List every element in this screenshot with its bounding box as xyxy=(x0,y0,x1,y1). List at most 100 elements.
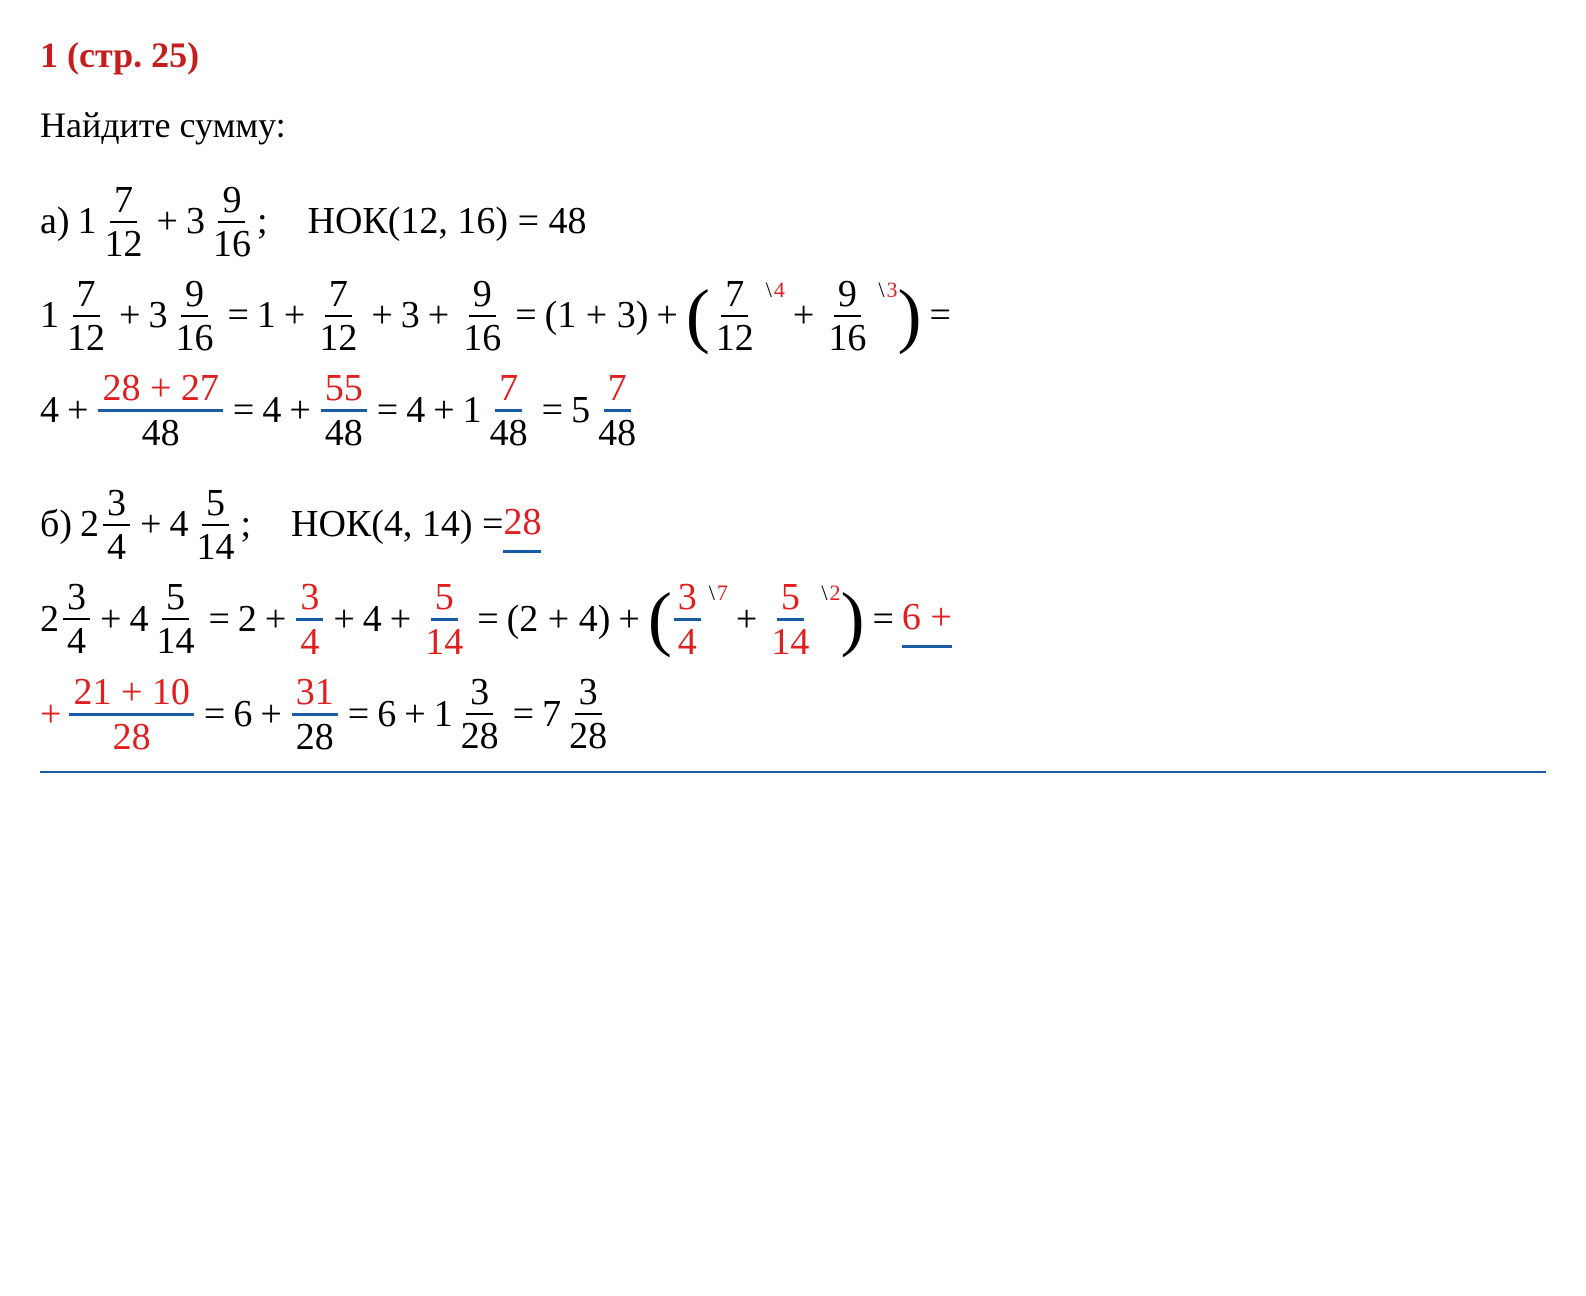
numerator: 3 xyxy=(466,673,493,715)
mixed-number: 3 9 16 xyxy=(186,181,257,263)
equals-op: = xyxy=(348,688,369,741)
numerator: 3 xyxy=(63,578,90,620)
part-a-line1: а) 1 7 12 + 3 9 16 ; НОК(12, 16) = 48 xyxy=(40,181,1546,263)
fraction: 5 14 xyxy=(767,578,813,661)
mixed-number: 1 7 48 xyxy=(463,369,534,452)
fraction: 7 12 xyxy=(315,275,361,357)
part-b-step1: 2 3 4 + 4 5 14 = 2 + 3 4 + 4 + 5 14 = (2… xyxy=(40,578,1546,661)
whole-part: 2 xyxy=(40,593,59,646)
plus-op: + xyxy=(433,384,454,437)
mixed-number: 2 3 4 xyxy=(80,484,132,566)
part-a-step2: 4 + 28 + 27 48 = 4 + 55 48 = 4 + 1 7 48 … xyxy=(40,369,1546,452)
plus-op: + xyxy=(284,289,305,342)
fraction: 21 + 10 28 xyxy=(69,673,193,756)
fraction: 31 28 xyxy=(292,673,338,756)
whole-part: 4 xyxy=(406,384,425,437)
plus-op: + xyxy=(140,498,161,551)
whole-part: 3 xyxy=(186,195,205,248)
whole-part: 6 xyxy=(233,688,252,741)
fraction: 5 14 xyxy=(192,484,238,566)
whole-part: 1 xyxy=(78,195,97,248)
numerator: 9 xyxy=(218,181,245,223)
whole-part: 5 xyxy=(571,384,590,437)
denominator: 48 xyxy=(594,412,640,452)
whole-part: 3 xyxy=(148,289,167,342)
tail-expr: 6 + xyxy=(902,591,952,648)
plus-op: + xyxy=(428,289,449,342)
lcm-text: НОК(12, 16) = 48 xyxy=(308,195,587,248)
fraction: 3 4 xyxy=(674,578,701,661)
denominator: 14 xyxy=(152,620,198,660)
numerator: 28 + 27 xyxy=(98,369,222,412)
numerator: 7 xyxy=(73,275,100,317)
semicolon: ; xyxy=(240,498,251,551)
fraction: 55 48 xyxy=(321,369,367,452)
denominator: 14 xyxy=(767,621,813,661)
denominator: 16 xyxy=(824,317,870,357)
mixed-number: 7 3 28 xyxy=(542,673,613,755)
denominator: 4 xyxy=(674,621,701,661)
whole-part: 1 xyxy=(463,384,482,437)
fraction: 7 48 xyxy=(594,369,640,452)
multiplier-sup: 7 xyxy=(717,578,728,609)
denominator: 12 xyxy=(712,317,758,357)
numerator: 3 xyxy=(296,578,323,621)
mixed-number: 3 9 16 xyxy=(148,275,219,357)
mixed-number: 1 3 28 xyxy=(434,673,505,755)
numerator: 55 xyxy=(321,369,367,412)
fraction: 3 28 xyxy=(457,673,503,755)
whole-part: 7 xyxy=(542,688,561,741)
instruction-text: Найдите сумму: xyxy=(40,100,1546,150)
numerator: 7 xyxy=(110,181,137,223)
equals-op: = xyxy=(872,593,893,646)
fraction: 7 48 xyxy=(486,369,532,452)
numerator: 21 + 10 xyxy=(69,673,193,716)
whole-part: 1 xyxy=(40,289,59,342)
whole-part: 4 xyxy=(363,593,382,646)
numerator: 5 xyxy=(162,578,189,620)
part-a-label: а) xyxy=(40,195,70,248)
numerator: 9 xyxy=(181,275,208,317)
numerator: 7 xyxy=(495,369,522,412)
equals-op: = xyxy=(515,289,536,342)
part-a-step1: 1 7 12 + 3 9 16 = 1 + 7 12 + 3 + 9 16 = … xyxy=(40,275,1546,357)
close-paren: ) xyxy=(897,287,921,345)
denominator: 28 xyxy=(457,715,503,755)
denominator: 48 xyxy=(138,412,184,452)
denominator: 48 xyxy=(486,412,532,452)
plus-op: + xyxy=(371,289,392,342)
plus-op: + xyxy=(67,384,88,437)
whole-part: 2 xyxy=(80,498,99,551)
whole-part: 2 xyxy=(238,593,257,646)
plus-op: + xyxy=(793,289,814,342)
plus-op: + xyxy=(157,195,178,248)
numerator: 31 xyxy=(292,673,338,716)
mixed-number: 4 5 14 xyxy=(169,484,240,566)
plus-op: + xyxy=(119,289,140,342)
whole-part: 4 xyxy=(129,593,148,646)
plus-op: + xyxy=(390,593,411,646)
denominator: 14 xyxy=(192,526,238,566)
numerator: 7 xyxy=(325,275,352,317)
denominator: 28 xyxy=(565,715,611,755)
open-paren: ( xyxy=(648,590,672,648)
denominator: 14 xyxy=(421,621,467,661)
mixed-number: 5 7 48 xyxy=(571,369,642,452)
denominator: 12 xyxy=(315,317,361,357)
mixed-number: 1 7 12 xyxy=(40,275,111,357)
bottom-rule xyxy=(40,771,1546,773)
numerator: 5 xyxy=(777,578,804,621)
group-sum: (1 + 3) xyxy=(545,289,649,342)
fraction: 3 28 xyxy=(565,673,611,755)
fraction: 3 4 xyxy=(296,578,323,661)
multiplier-sup: 2 xyxy=(829,578,840,609)
mixed-number: 1 7 12 xyxy=(78,181,149,263)
numerator: 7 xyxy=(721,275,748,317)
denominator: 4 xyxy=(63,620,90,660)
numerator: 9 xyxy=(469,275,496,317)
close-paren: ) xyxy=(840,590,864,648)
numerator: 7 xyxy=(604,369,631,412)
group-sum: (2 + 4) xyxy=(507,593,611,646)
numerator: 3 xyxy=(103,484,130,526)
whole-part: 4 xyxy=(262,384,281,437)
